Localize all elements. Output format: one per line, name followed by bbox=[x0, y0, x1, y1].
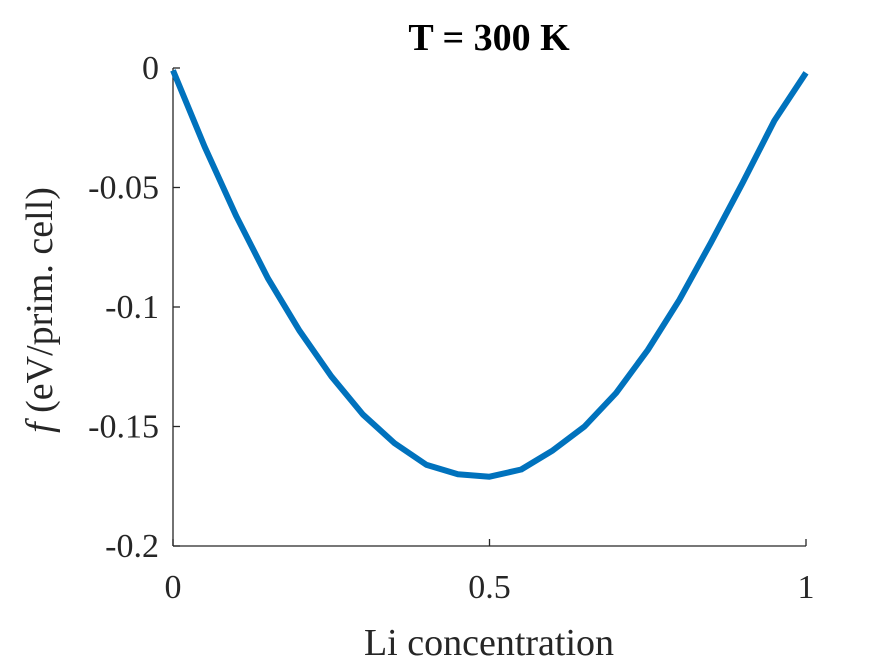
x-axis-label: Li concentration bbox=[364, 622, 614, 664]
y-tick-label: -0.2 bbox=[105, 528, 159, 565]
y-axis-label: f (eV/prim. cell) bbox=[19, 187, 61, 433]
y-tick-label: 0 bbox=[142, 50, 159, 87]
y-axis-label-units: (eV/prim. cell) bbox=[19, 187, 61, 422]
y-tick-label: -0.15 bbox=[88, 409, 159, 446]
series-line bbox=[170, 69, 809, 480]
y-tick-label: -0.1 bbox=[105, 289, 159, 326]
x-tick-label: 1 bbox=[798, 569, 815, 606]
x-tick-label: 0 bbox=[165, 569, 182, 606]
axis-ticks bbox=[172, 67, 807, 547]
series-group bbox=[170, 69, 809, 480]
y-tick-label: -0.05 bbox=[88, 170, 159, 207]
x-tick-label: 0.5 bbox=[468, 569, 511, 606]
chart-title: T = 300 K bbox=[408, 17, 570, 59]
tick-labels: 0-0.05-0.1-0.15-0.20 0.5 1 bbox=[88, 50, 814, 606]
